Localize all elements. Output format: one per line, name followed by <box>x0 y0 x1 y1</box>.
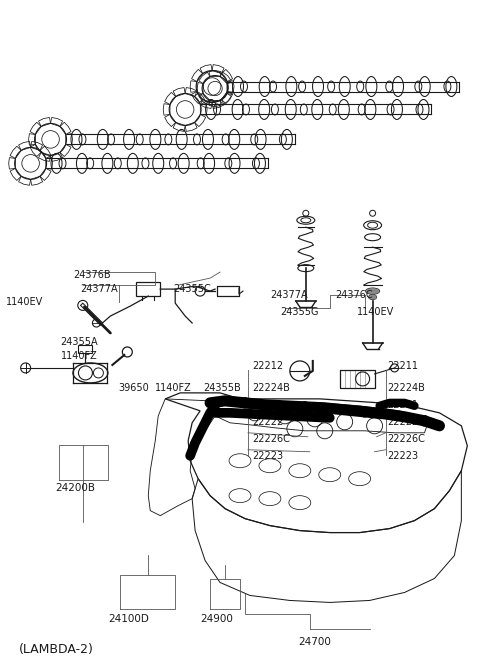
Text: (LAMBDA-2): (LAMBDA-2) <box>19 643 94 656</box>
Text: 22212: 22212 <box>252 361 283 371</box>
Text: 24377A: 24377A <box>270 290 308 300</box>
Text: 22222: 22222 <box>387 417 419 427</box>
Text: 22222: 22222 <box>252 417 283 427</box>
Text: 1140FZ: 1140FZ <box>155 383 192 393</box>
Text: 24377A: 24377A <box>81 284 118 294</box>
Text: 22221: 22221 <box>387 400 419 410</box>
Circle shape <box>300 402 310 412</box>
Circle shape <box>420 416 430 426</box>
Text: 22226C: 22226C <box>387 433 425 444</box>
Text: 1140EV: 1140EV <box>6 297 43 307</box>
Text: 22224B: 22224B <box>387 383 425 393</box>
Text: 24200B: 24200B <box>56 482 96 493</box>
Text: 39650: 39650 <box>119 383 149 393</box>
Bar <box>340 370 374 388</box>
Bar <box>78 345 93 353</box>
Text: 1140EV: 1140EV <box>357 307 394 317</box>
Text: 24355G: 24355G <box>280 307 318 317</box>
Bar <box>136 282 160 296</box>
Bar <box>217 286 239 296</box>
Text: 24355A: 24355A <box>60 337 98 347</box>
Text: 22223: 22223 <box>252 451 283 461</box>
Text: 22221: 22221 <box>252 400 283 410</box>
Text: 24376B: 24376B <box>73 270 111 280</box>
Text: 22226C: 22226C <box>252 433 290 444</box>
Circle shape <box>240 398 250 408</box>
Text: 24700: 24700 <box>298 637 331 648</box>
Text: 22211: 22211 <box>387 361 419 371</box>
Ellipse shape <box>369 295 377 299</box>
Text: 24355B: 24355B <box>203 383 241 393</box>
Text: 1140FZ: 1140FZ <box>60 351 97 361</box>
Text: 24376C: 24376C <box>336 290 373 300</box>
Circle shape <box>360 407 370 417</box>
Text: 24100D: 24100D <box>108 615 149 625</box>
Text: 22224B: 22224B <box>252 383 290 393</box>
Text: 24355C: 24355C <box>173 284 211 294</box>
Ellipse shape <box>366 288 380 294</box>
Text: 24900: 24900 <box>200 615 233 625</box>
Text: 22223: 22223 <box>387 451 419 461</box>
